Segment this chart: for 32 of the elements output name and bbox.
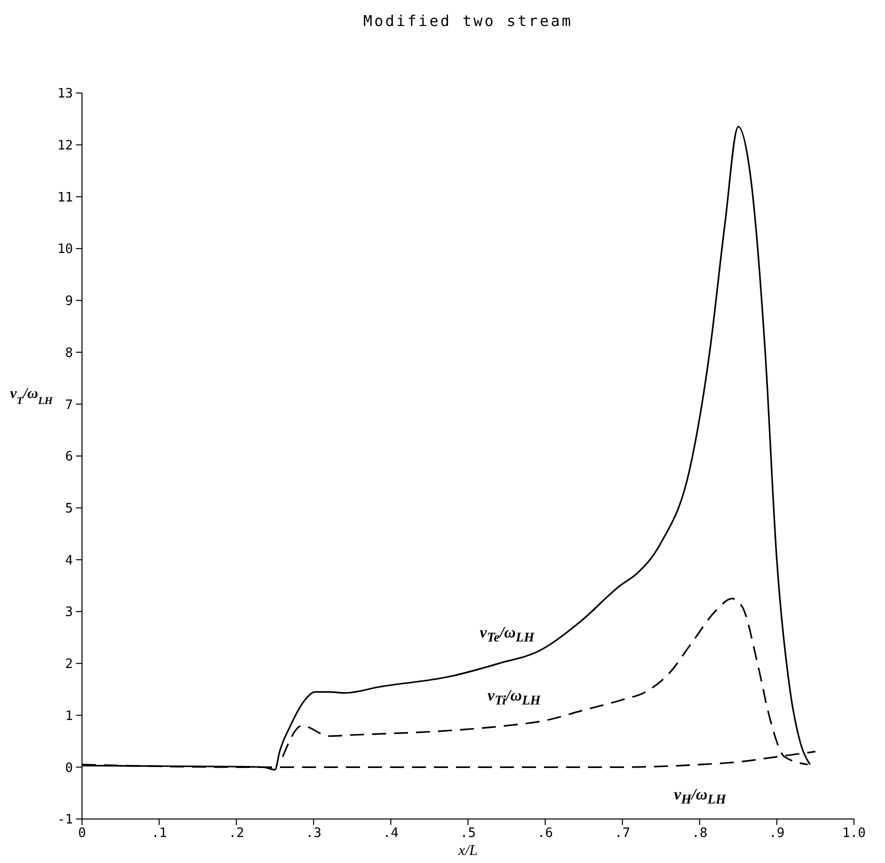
chart-title: Modified two stream: [362, 12, 574, 30]
x-tick-label: .1: [151, 826, 168, 842]
x-tick-label: .7: [614, 826, 630, 842]
y-tick-label: 11: [57, 190, 73, 206]
x-axis-title: x/L: [457, 843, 478, 859]
y-axis-title: ν$_{T}$/ω$_{LH}$: [10, 386, 54, 406]
y-tick-label: 0: [65, 760, 73, 776]
y-tick-label: 9: [65, 294, 73, 310]
y-tick-label: -1: [57, 812, 73, 828]
y-tick-label: 1: [65, 708, 73, 724]
x-tick-label: .4: [382, 826, 399, 842]
x-tick-label: .2: [228, 826, 244, 842]
y-tick-label: 3: [65, 605, 73, 620]
x-tick-label: .8: [692, 826, 708, 842]
y-tick-label: 10: [57, 242, 73, 258]
y-tick-label: 7: [65, 398, 73, 413]
y-tick-label: 13: [57, 86, 73, 102]
y-tick-label: 12: [57, 138, 73, 154]
x-tick-label: .6: [537, 826, 554, 842]
x-tick-label: .5: [460, 826, 476, 842]
series-label: ν$_{Ti}$/ω$_{LH}$: [488, 687, 540, 709]
y-tick-label: 5: [65, 501, 73, 516]
x-tick-label: 1.0: [842, 826, 866, 842]
y-tick-label: 6: [65, 450, 73, 465]
y-tick-label: 8: [65, 346, 73, 361]
series-label: ν$_{H}$/ω$_{LH}$: [674, 786, 726, 808]
x-tick-label: 0: [78, 826, 86, 842]
series-label: ν$_{Te}$/ω$_{LH}$: [480, 624, 534, 646]
x-tick-label: .3: [306, 826, 322, 842]
y-tick-label: 4: [65, 553, 74, 568]
x-tick-label: .9: [768, 826, 785, 842]
y-tick-label: 2: [65, 657, 73, 672]
